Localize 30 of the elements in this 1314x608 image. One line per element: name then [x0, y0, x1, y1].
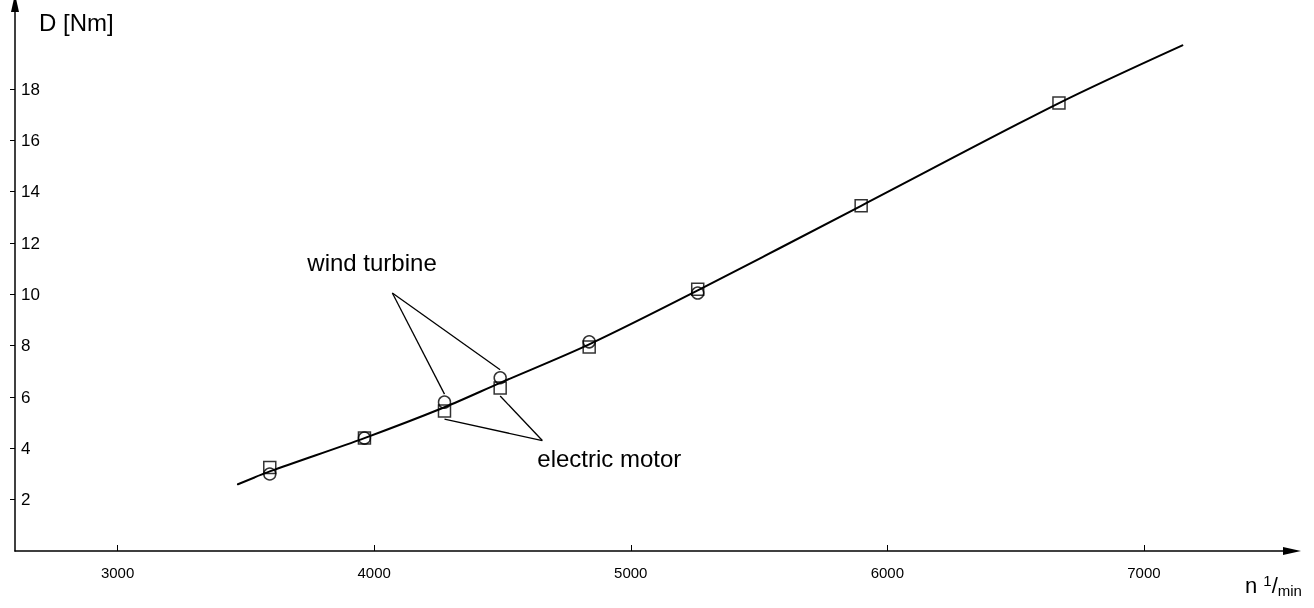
x-tick-label: 7000 — [1127, 564, 1161, 581]
point — [1052, 96, 1066, 110]
x-tick-label: 3000 — [100, 564, 135, 581]
x-tick-label: 6000 — [870, 564, 905, 581]
point — [582, 340, 596, 354]
annotation: wind turbine — [306, 249, 437, 277]
y-tick-label: 8 — [21, 336, 31, 356]
point — [690, 286, 705, 300]
point — [437, 395, 452, 409]
y-tick-label: 2 — [21, 490, 31, 510]
point — [493, 371, 507, 385]
point — [854, 199, 868, 213]
annotation: electric motor — [537, 445, 682, 473]
x-tick-label: 5000 — [614, 564, 648, 581]
y-tick-label: 4 — [21, 438, 31, 458]
y-tick-label: 10 — [21, 284, 40, 304]
point — [263, 467, 277, 481]
line-series — [236, 44, 1184, 486]
y-axis-title: D [Nm] — [39, 8, 114, 36]
y-tick-label: 16 — [21, 130, 40, 150]
y-tick-label: 14 — [21, 182, 40, 202]
y-tick-label: 12 — [21, 233, 40, 253]
y-tick-label: 18 — [21, 79, 40, 99]
point — [493, 381, 507, 395]
point — [582, 335, 596, 349]
y-tick-label: 6 — [21, 387, 31, 407]
point — [690, 282, 705, 296]
x-tick-label: 4000 — [357, 564, 391, 581]
point — [437, 404, 452, 418]
point — [263, 460, 277, 475]
